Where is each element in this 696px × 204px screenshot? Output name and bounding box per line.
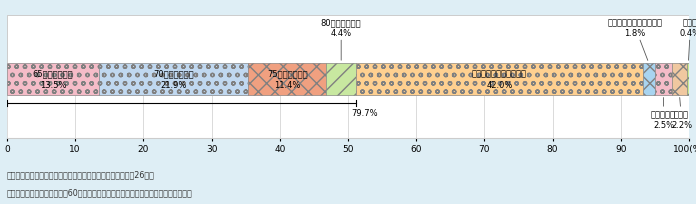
Text: 働けるうちはいつまでも
42.0%: 働けるうちはいつまでも 42.0% <box>472 70 527 90</box>
Text: 80歳くらいまで
4.4%: 80歳くらいまで 4.4% <box>321 18 361 61</box>
Text: 79.7%: 79.7% <box>351 109 378 118</box>
Text: 75歳くらいまで
11.4%: 75歳くらいまで 11.4% <box>267 70 308 90</box>
Bar <box>655 64 672 95</box>
Text: その他
0.4%: その他 0.4% <box>680 18 696 61</box>
Bar <box>7 64 99 95</box>
Bar <box>642 64 655 95</box>
Bar <box>672 64 687 95</box>
Bar <box>7 64 689 95</box>
Text: 無回答
2.2%: 無回答 2.2% <box>671 98 692 130</box>
Text: 資料：内閣府「高齢者の日常生活に関する意識調査」（平成26年）: 資料：内閣府「高齢者の日常生活に関する意識調査」（平成26年） <box>7 169 155 178</box>
Text: 65歳くらいまで
13.5%: 65歳くらいまで 13.5% <box>33 70 73 90</box>
Bar <box>99 64 248 95</box>
Bar <box>7 16 689 64</box>
Text: 70歳くらいまで
21.9%: 70歳くらいまで 21.9% <box>153 70 194 90</box>
Bar <box>356 64 642 95</box>
Text: わからない
2.5%: わからない 2.5% <box>651 98 676 130</box>
Bar <box>687 64 690 95</box>
Bar <box>248 64 326 95</box>
Text: 仕事をしたいと思わない
1.8%: 仕事をしたいと思わない 1.8% <box>608 18 663 61</box>
Bar <box>326 64 356 95</box>
Text: （注）　調査対象は、全国60歳以上の男女。現在仕事をしている者のみの再集計。: （注） 調査対象は、全国60歳以上の男女。現在仕事をしている者のみの再集計。 <box>7 188 193 197</box>
